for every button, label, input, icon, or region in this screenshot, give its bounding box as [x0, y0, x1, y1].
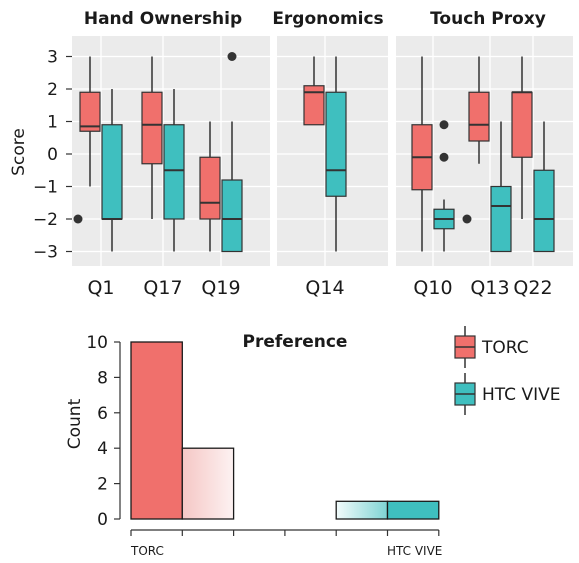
box-q19-htc-vive — [221, 121, 243, 253]
bar-y-tick-label: 0 — [97, 510, 108, 530]
bar-y-tick-label: 8 — [97, 368, 108, 388]
bars — [130, 341, 440, 520]
y-tick-label: 2 — [47, 80, 58, 100]
box-q22-torc — [511, 56, 533, 219]
facet-title-touch-proxy: Touch Proxy — [430, 9, 546, 29]
y-tick-label: −2 — [33, 210, 58, 230]
box-q13-torc — [462, 56, 490, 224]
x-tick-label: Q1 — [87, 277, 114, 299]
facet-title-hand-ownership: Hand Ownership — [84, 9, 242, 29]
y-axis-ticks: 3 2 1 0 −1 −2 −3 — [33, 48, 72, 263]
bar-x-label-right: HTC VIVE — [387, 544, 442, 558]
box-body — [468, 91, 490, 142]
box-q13-htc-vive — [490, 121, 512, 253]
box-body — [303, 85, 325, 126]
box-q1-torc — [73, 56, 101, 224]
preference-bar — [130, 341, 183, 520]
legend-label-torc: TORC — [481, 338, 529, 358]
box-body — [490, 185, 512, 253]
x-axis-ticks: Q1 Q17 Q19 Q14 Q10 Q13 Q22 — [87, 277, 552, 299]
box-body — [101, 124, 123, 220]
y-tick-label: −1 — [33, 178, 58, 198]
box-q14-htc-vive — [325, 56, 347, 252]
bar-chart-title: Preference — [243, 332, 348, 352]
outlier-point — [227, 52, 237, 61]
box-body — [79, 91, 101, 132]
box-body — [141, 91, 163, 165]
preference-chart: Preference Count 0 2 4 6 8 10 TORC HTC VIVE — [65, 332, 442, 558]
x-tick-label: Q13 — [470, 277, 509, 299]
box-q22-htc-vive — [533, 121, 555, 253]
y-tick-label: −3 — [33, 243, 58, 263]
bar-y-tick-label: 4 — [97, 439, 108, 459]
preference-bar — [386, 500, 440, 520]
outlier-point — [73, 214, 83, 224]
x-tick-label: Q10 — [413, 277, 452, 299]
box-q14-torc — [303, 56, 325, 126]
y-tick-label: 3 — [47, 48, 58, 68]
x-tick-label: Q14 — [305, 277, 344, 299]
box-body — [221, 179, 243, 253]
box-q1-htc-vive — [101, 89, 123, 252]
y-axis-title: Score — [9, 128, 29, 176]
outlier-point — [439, 120, 449, 130]
box-q10-htc-vive — [433, 199, 455, 252]
box-body — [325, 91, 347, 197]
bar-y-tick-label: 2 — [97, 475, 108, 495]
legend-label-htc-vive: HTC VIVE — [482, 385, 560, 405]
bar-axes: 0 2 4 6 8 10 — [86, 333, 440, 536]
preference-bar — [181, 447, 235, 520]
bar-y-tick-label: 6 — [97, 404, 108, 424]
preference-bar — [335, 500, 389, 520]
bar-y-axis-title: Count — [65, 398, 85, 449]
bar-x-label-left: TORC — [130, 544, 164, 558]
box-q19-torc — [199, 121, 221, 252]
legend-item-htc-vive: HTC VIVE — [454, 373, 560, 415]
box-body — [163, 124, 185, 220]
y-tick-label: 1 — [47, 113, 58, 133]
box-body — [533, 169, 555, 253]
outlier-point — [462, 214, 472, 224]
x-tick-label: Q22 — [513, 277, 552, 299]
box-q17-torc — [141, 56, 163, 219]
box-plots — [73, 52, 555, 253]
bar-y-tick-label: 10 — [86, 333, 108, 353]
x-tick-label: Q19 — [201, 277, 240, 299]
legend-item-torc: TORC — [454, 326, 529, 368]
box-body — [199, 156, 221, 220]
facet-title-ergonomics: Ergonomics — [272, 9, 383, 29]
legend: TORC HTC VIVE — [454, 326, 560, 415]
box-body — [511, 91, 533, 158]
x-tick-label: Q17 — [143, 277, 182, 299]
outlier-point — [439, 152, 449, 162]
y-tick-label: 0 — [47, 145, 58, 165]
box-q10-torc — [411, 56, 433, 252]
box-q17-htc-vive — [163, 89, 185, 252]
